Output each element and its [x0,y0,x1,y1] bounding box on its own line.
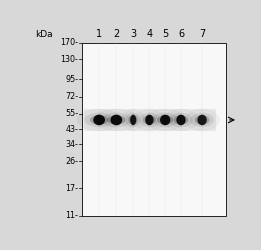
Ellipse shape [94,109,139,131]
Bar [84,109,216,130]
Ellipse shape [163,109,199,131]
Text: 1: 1 [96,29,102,39]
Text: 43-: 43- [65,125,78,134]
Ellipse shape [169,113,193,127]
Ellipse shape [145,115,153,125]
Ellipse shape [134,109,165,131]
Ellipse shape [176,115,186,125]
Ellipse shape [110,115,122,125]
Ellipse shape [143,115,156,124]
Ellipse shape [102,113,131,127]
Text: 72-: 72- [65,92,78,102]
Text: 2: 2 [113,29,120,39]
Ellipse shape [90,115,109,124]
Text: 17-: 17- [65,184,78,193]
Text: 3: 3 [130,29,136,39]
Text: 7: 7 [199,29,205,39]
Ellipse shape [157,115,174,124]
Ellipse shape [130,115,136,125]
Ellipse shape [184,109,220,131]
Ellipse shape [197,115,207,125]
Text: 170-: 170- [60,38,78,47]
Ellipse shape [146,109,185,131]
Ellipse shape [122,109,145,131]
Bar [82,42,226,216]
Text: 55-: 55- [65,110,78,118]
Ellipse shape [93,115,105,125]
Text: 130-: 130- [60,55,78,64]
Text: kDa: kDa [35,30,52,39]
Ellipse shape [126,113,141,127]
Text: 34-: 34- [65,140,78,149]
Text: 4: 4 [146,29,152,39]
Ellipse shape [107,115,126,124]
Ellipse shape [152,113,178,127]
Text: 95-: 95- [65,75,78,84]
Ellipse shape [195,115,210,124]
Text: 5: 5 [162,29,168,39]
Ellipse shape [128,115,138,124]
Text: 26-: 26- [65,157,78,166]
Text: 6: 6 [178,29,184,39]
Ellipse shape [77,109,122,131]
Ellipse shape [139,113,160,127]
Ellipse shape [191,113,214,127]
Text: 11-: 11- [65,211,78,220]
Ellipse shape [174,115,188,124]
Ellipse shape [84,113,114,127]
Ellipse shape [160,115,170,125]
